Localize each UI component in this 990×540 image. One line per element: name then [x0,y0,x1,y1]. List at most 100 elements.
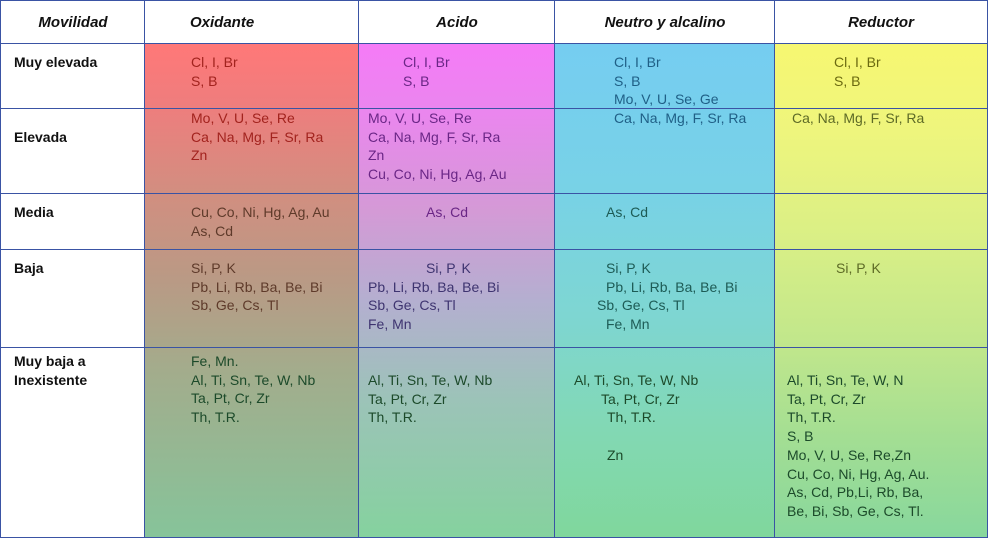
cell-line: Mo, V, U, Se, Re [368,110,472,126]
grid-line [0,537,988,538]
cell-acido-elevada: Mo, V, U, Se, Re Ca, Na, Mg, F, Sr, Ra Z… [368,109,507,184]
cell-line: Th, T.R. [787,409,836,426]
header-oxidante: Oxidante [190,13,255,31]
cell-oxidante-muy-baja: Fe, Mn. Al, Ti, Sn, Te, W, Nb Ta, Pt, Cr… [191,352,315,427]
grid-line [0,249,988,250]
cell-line: Al, Ti, Sn, Te, W, Nb [574,372,699,388]
cell-line: Fe, Mn. [191,353,239,369]
cell-line: Sb, Ge, Cs, Tl [368,297,456,314]
row-label-baja: Baja [14,260,44,276]
grid-line [0,108,988,109]
cell-line: S, B [787,428,814,445]
cell-neutro-media: As, Cd [606,203,648,222]
row-label-media: Media [14,204,54,220]
header-movilidad: Movilidad [38,13,108,31]
neutro-column-background [555,44,775,538]
grid-line [0,0,1,538]
cell-line: S, B [834,72,861,89]
cell-line: S, B [614,72,641,89]
cell-acido-muy-baja: Al, Ti, Sn, Te, W, Nb Ta, Pt, Cr, Zr Th,… [368,371,492,427]
cell-line: Zn [368,147,385,164]
cell-line: Cl, I, Br [191,54,238,70]
cell-reductor-muy-elevada: Cl, I, Br S, B [834,53,881,90]
row-label-elevada: Elevada [14,129,67,145]
cell-line: Cu, Co, Ni, Hg, Ag, Au. [787,465,930,482]
cell-line: Pb, Li, Rb, Ba, Be, Bi [191,278,323,295]
cell-line: Ca, Na, Mg, F, Sr, Ra [368,128,501,145]
row-label-muy-elevada: Muy elevada [14,54,98,70]
grid-line [358,0,359,538]
acido-column-background [359,44,555,538]
cell-line: As, Cd [191,222,234,239]
cell-line [574,427,698,446]
cell-neutro-elevada: Ca, Na, Mg, F, Sr, Ra [614,109,746,128]
cell-reductor-baja: Si, P, K [836,259,881,278]
row-label-muy-baja: Muy baja a Inexistente [14,353,88,388]
cell-line: Fe, Mn [368,316,412,333]
cell-acido-baja: Si, P, K Pb, Li, Rb, Ba, Be, Bi Sb, Ge, … [368,259,500,334]
grid-line [0,193,988,194]
cell-acido-muy-elevada: Cl, I, Br S, B [403,53,450,90]
cell-line: Si, P, K [191,260,236,276]
cell-line: Ca, Na, Mg, F, Sr, Ra [614,110,747,126]
cell-line: Fe, Mn [606,316,650,333]
cell-line: As, Cd [606,204,649,220]
cell-line: Ta, Pt, Cr, Zr [601,390,680,407]
cell-line: Ta, Pt, Cr, Zr [368,390,447,407]
grid-line [554,0,555,538]
cell-line: Al, Ti, Sn, Te, W, Nb [368,372,493,388]
cell-line: Si, P, K [836,260,881,276]
cell-line: As, Cd [426,204,469,220]
cell-line: Cl, I, Br [614,54,661,70]
cell-oxidante-baja: Si, P, K Pb, Li, Rb, Ba, Be, Bi Sb, Ge, … [191,259,323,315]
cell-line: Th, T.R. [368,409,417,426]
cell-line: Ta, Pt, Cr, Zr [787,390,866,407]
header-acido: Acido [436,13,478,31]
cell-line: Sb, Ge, Cs, Tl [191,297,279,314]
cell-line: Al, Ti, Sn, Te, W, N [787,372,904,388]
cell-line: Ta, Pt, Cr, Zr [191,390,270,407]
grid-line [0,43,988,44]
cell-line: Ca, Na, Mg, F, Sr, Ra [792,110,925,126]
cell-oxidante-media: Cu, Co, Ni, Hg, Ag, Au As, Cd [191,203,330,240]
grid-line [987,0,988,538]
cell-line: Cu, Co, Ni, Hg, Ag, Au [191,204,330,220]
cell-line: Cu, Co, Ni, Hg, Ag, Au [368,166,507,183]
cell-oxidante-muy-elevada: Cl, I, Br S, B [191,53,238,90]
cell-line: Mo, V, U, Se, Re,Zn [787,446,911,463]
cell-line: Cl, I, Br [403,54,450,70]
cell-line: Be, Bi, Sb, Ge, Cs, Tl. [787,502,924,519]
cell-line: Al, Ti, Sn, Te, W, Nb [191,371,316,388]
cell-line: Cl, I, Br [834,54,881,70]
cell-line: Pb, Li, Rb, Ba, Be, Bi [606,278,738,295]
grid-line [774,0,775,538]
cell-line: Th, T.R. [607,409,656,426]
cell-line: Mo, V, U, Se, Ge [614,91,719,108]
cell-line: Mo, V, U, Se, Re [191,110,295,126]
cell-reductor-elevada: Ca, Na, Mg, F, Sr, Ra [792,109,924,128]
grid-line [0,347,988,348]
oxidante-column-background [145,44,359,538]
cell-line: Si, P, K [606,260,651,276]
cell-line: S, B [191,72,218,89]
cell-line: Ca, Na, Mg, F, Sr, Ra [191,128,324,145]
cell-line: Sb, Ge, Cs, Tl [597,297,685,314]
cell-oxidante-elevada: Mo, V, U, Se, Re Ca, Na, Mg, F, Sr, Ra Z… [191,109,323,165]
grid-line [0,0,988,1]
reductor-column-background [775,44,987,538]
cell-line: S, B [403,72,430,89]
cell-line: Zn [191,147,208,164]
cell-line: Si, P, K [426,260,471,276]
cell-reductor-muy-baja: Al, Ti, Sn, Te, W, N Ta, Pt, Cr, Zr Th, … [787,371,929,521]
grid-line [144,0,145,538]
header-reductor: Reductor [848,13,914,31]
cell-neutro-muy-elevada: Cl, I, Br S, B Mo, V, U, Se, Ge [614,53,719,109]
cell-line: Zn [607,446,624,463]
cell-line: Th, T.R. [191,409,240,426]
cell-acido-media: As, Cd [426,203,468,222]
cell-neutro-muy-baja: Al, Ti, Sn, Te, W, Nb Ta, Pt, Cr, Zr Th,… [574,371,698,465]
header-neutro: Neutro y alcalino [604,13,726,31]
cell-neutro-baja: Si, P, K Pb, Li, Rb, Ba, Be, Bi Sb, Ge, … [597,259,738,334]
cell-line: As, Cd, Pb,Li, Rb, Ba, [787,484,924,501]
